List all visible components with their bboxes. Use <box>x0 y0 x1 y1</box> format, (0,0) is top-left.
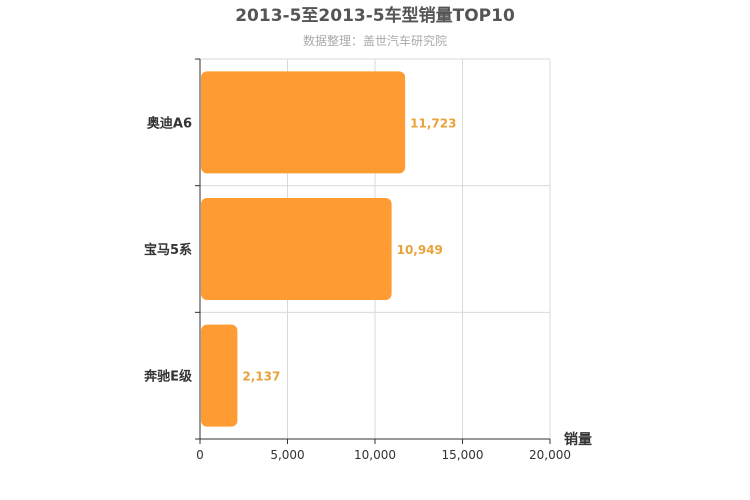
data-label: 10,949 <box>397 243 443 257</box>
data-label: 11,723 <box>410 116 456 130</box>
x-tick-label: 5,000 <box>270 448 304 462</box>
chart-subtitle: 数据整理：盖世汽车研究院 <box>302 34 447 48</box>
x-axis-title: 销量 <box>564 431 592 448</box>
chart-title: 2013-5至2013-5车型销量TOP10 <box>235 6 515 26</box>
bar <box>201 198 392 300</box>
bar <box>201 71 406 174</box>
category-label: 宝马5系 <box>144 242 192 258</box>
category-label: 奔驰E级 <box>143 369 193 385</box>
data-label: 2,137 <box>242 370 280 384</box>
category-label: 奥迪A6 <box>147 115 192 131</box>
x-tick-label: 15,000 <box>442 448 484 462</box>
x-tick-label: 20,000 <box>529 448 571 462</box>
bar <box>201 324 238 427</box>
x-tick-label: 0 <box>196 448 204 462</box>
x-tick-label: 10,000 <box>354 448 396 462</box>
